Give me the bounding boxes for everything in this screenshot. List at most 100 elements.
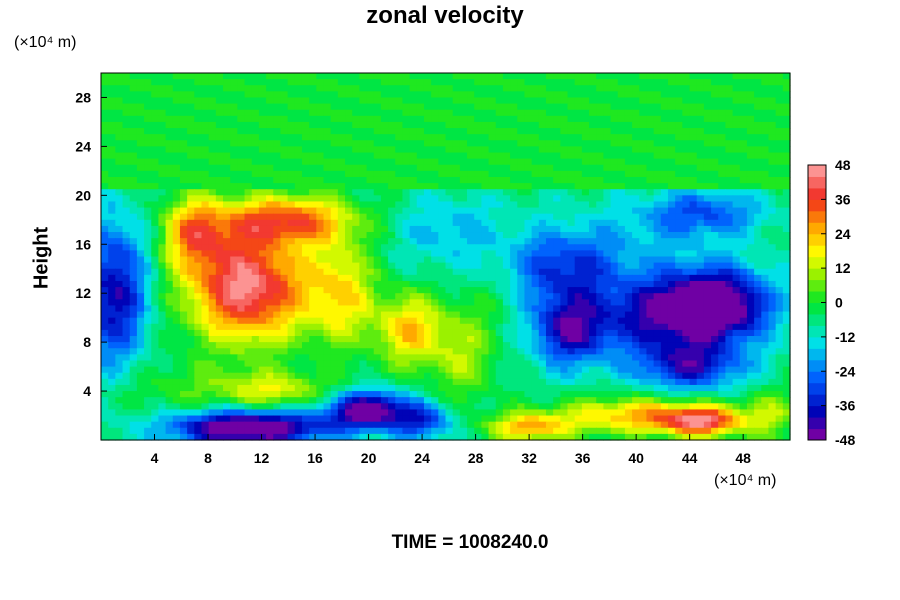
- heatmap-cell: [553, 372, 561, 380]
- heatmap-cell: [768, 140, 777, 147]
- heatmap-cell: [524, 140, 533, 147]
- heatmap-cell: [352, 280, 360, 288]
- heatmap-cell: [524, 128, 533, 135]
- heatmap-cell: [761, 244, 770, 251]
- heatmap-cell: [345, 244, 353, 251]
- heatmap-cell: [223, 329, 231, 337]
- heatmap-cell: [761, 323, 770, 331]
- heatmap-cell: [172, 121, 181, 129]
- heatmap-cell: [409, 164, 418, 172]
- heatmap-cell: [402, 152, 411, 160]
- heatmap-cell: [610, 146, 619, 154]
- heatmap-cell: [538, 274, 547, 282]
- heatmap-cell: [244, 280, 253, 288]
- heatmap-cell: [122, 323, 131, 331]
- heatmap-cell: [230, 238, 238, 245]
- heatmap-cell: [725, 354, 734, 362]
- heatmap-cell: [718, 152, 727, 160]
- heatmap-cell: [423, 146, 432, 154]
- heatmap-cell: [696, 128, 705, 135]
- heatmap-cell: [725, 164, 734, 172]
- heatmap-cell: [524, 336, 533, 343]
- heatmap-cell: [510, 360, 518, 368]
- heatmap-cell: [244, 189, 253, 196]
- heatmap-cell: [711, 323, 719, 331]
- heatmap-cell: [589, 183, 597, 190]
- heatmap-cell: [144, 146, 152, 154]
- heatmap-cell: [538, 201, 547, 209]
- heatmap-cell: [653, 79, 662, 86]
- heatmap-cell: [373, 287, 382, 294]
- heatmap-cell: [445, 195, 454, 203]
- heatmap-cell: [545, 342, 554, 349]
- heatmap-cell: [660, 342, 669, 349]
- heatmap-cell: [223, 299, 231, 307]
- heatmap-cell: [237, 213, 246, 221]
- heatmap-cell: [316, 140, 325, 147]
- heatmap-cell: [574, 207, 583, 215]
- heatmap-cell: [136, 207, 145, 215]
- heatmap-cell: [474, 366, 482, 374]
- heatmap-cell: [481, 121, 490, 129]
- heatmap-cell: [187, 146, 195, 154]
- heatmap-cell: [739, 109, 748, 117]
- heatmap-cell: [323, 103, 332, 111]
- heatmap-cell: [330, 97, 339, 105]
- heatmap-cell: [237, 348, 246, 355]
- heatmap-cell: [301, 250, 310, 258]
- heatmap-cell: [423, 274, 432, 282]
- heatmap-cell: [474, 140, 482, 147]
- heatmap-cell: [101, 305, 109, 313]
- heatmap-cell: [438, 232, 447, 239]
- heatmap-cell: [768, 128, 777, 135]
- heatmap-cell: [409, 134, 418, 141]
- heatmap-cell: [603, 140, 612, 147]
- heatmap-cell: [165, 293, 174, 300]
- heatmap-cell: [337, 128, 346, 135]
- heatmap-cell: [610, 115, 619, 123]
- heatmap-cell: [194, 323, 203, 331]
- heatmap-cell: [323, 360, 332, 368]
- heatmap-cell: [129, 170, 138, 178]
- heatmap-cell: [488, 268, 497, 276]
- heatmap-cell: [689, 219, 698, 227]
- heatmap-cell: [574, 342, 583, 349]
- heatmap-cell: [345, 342, 353, 349]
- heatmap-cell: [782, 372, 791, 380]
- heatmap-cell: [423, 336, 432, 343]
- heatmap-cell: [474, 195, 482, 203]
- heatmap-cell: [524, 342, 533, 349]
- heatmap-cell: [754, 170, 762, 178]
- heatmap-cell: [108, 317, 116, 325]
- heatmap-cell: [316, 238, 325, 245]
- heatmap-cell: [359, 115, 368, 123]
- heatmap-cell: [273, 348, 282, 355]
- heatmap-cell: [294, 219, 303, 227]
- heatmap-cell: [115, 256, 124, 264]
- heatmap-cell: [560, 329, 569, 337]
- heatmap-cell: [703, 366, 712, 374]
- heatmap-cell: [596, 189, 604, 196]
- heatmap-cell: [294, 274, 303, 282]
- heatmap-cell: [187, 225, 195, 233]
- heatmap-cell: [560, 152, 569, 160]
- heatmap-cell: [151, 109, 160, 117]
- heatmap-cell: [172, 115, 181, 123]
- heatmap-cell: [251, 134, 260, 141]
- heatmap-cell: [388, 280, 396, 288]
- heatmap-cell: [129, 384, 138, 392]
- heatmap-cell: [754, 213, 762, 221]
- heatmap-cell: [689, 97, 698, 105]
- heatmap-cell: [244, 232, 253, 239]
- heatmap-cell: [366, 97, 375, 105]
- heatmap-cell: [646, 250, 655, 258]
- heatmap-cell: [201, 128, 210, 135]
- heatmap-cell: [266, 268, 274, 276]
- heatmap-cell: [667, 378, 676, 386]
- heatmap-cell: [230, 183, 238, 190]
- heatmap-cell: [402, 336, 411, 343]
- heatmap-cell: [538, 372, 547, 380]
- heatmap-cell: [474, 91, 482, 99]
- heatmap-cell: [431, 244, 439, 251]
- heatmap-cell: [237, 109, 246, 117]
